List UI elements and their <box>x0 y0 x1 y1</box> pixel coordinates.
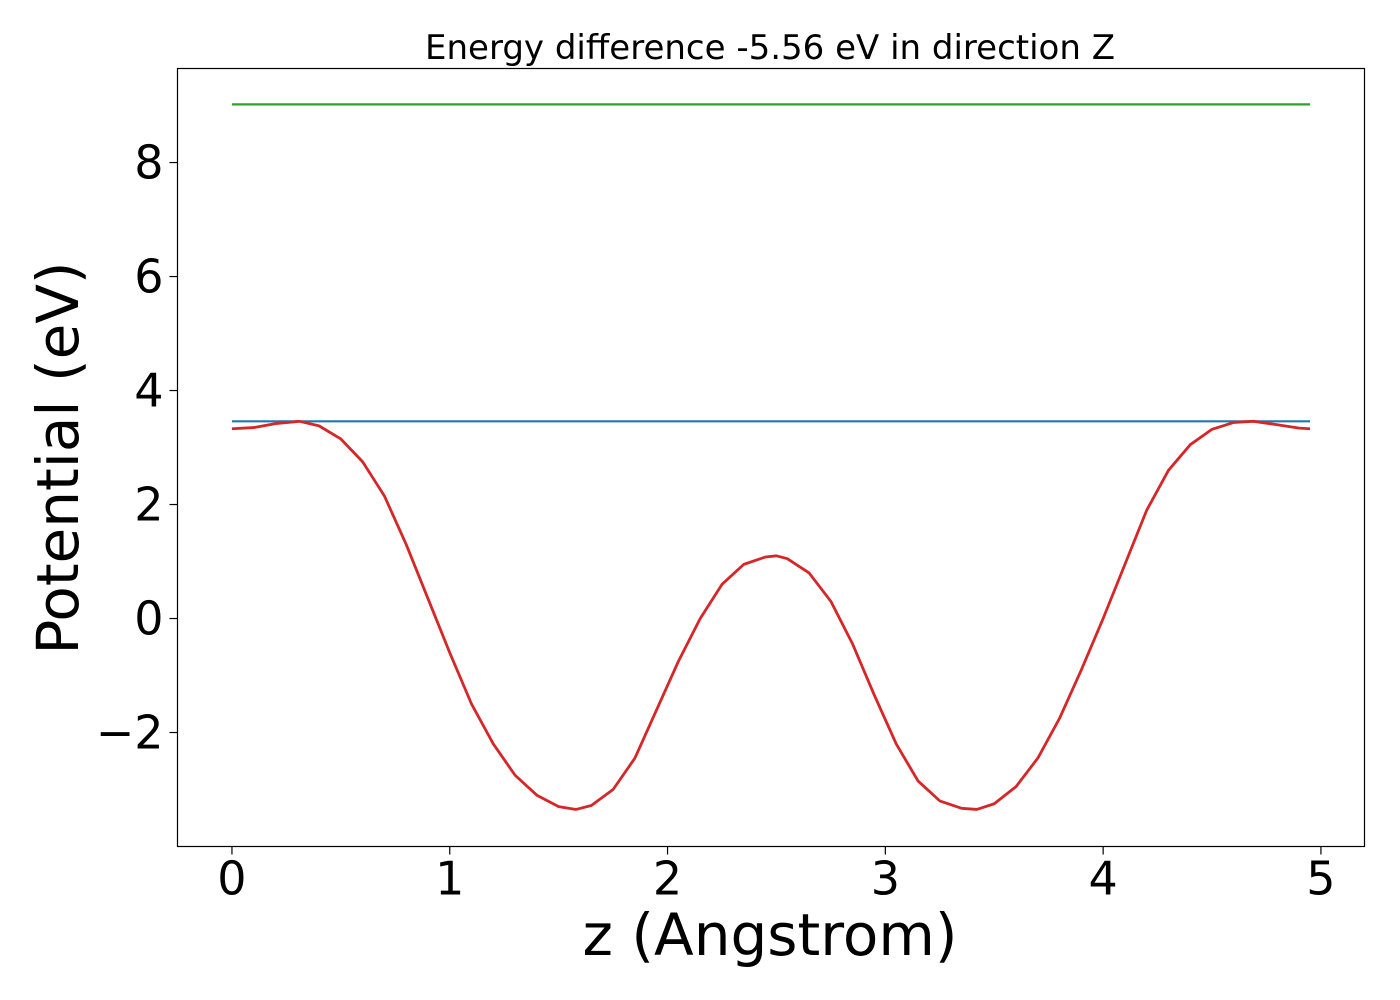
y-axis-label: Potential (eV) <box>24 261 92 654</box>
y-tick-label: 6 <box>134 250 163 304</box>
series-layer <box>231 103 1311 811</box>
x-axis: 0 1 2 3 4 5 <box>217 846 1336 906</box>
y-tick-label: −2 <box>96 706 164 760</box>
x-tick-label: 4 <box>1089 852 1118 906</box>
x-tick-label: 5 <box>1306 852 1335 906</box>
x-tick-label: 2 <box>653 852 682 906</box>
x-tick-label: 1 <box>435 852 464 906</box>
plot-area <box>176 67 1366 848</box>
x-tick-label: 0 <box>217 852 246 906</box>
chart-title: Energy difference -5.56 eV in direction … <box>425 28 1115 68</box>
series-line-2 <box>231 419 1311 811</box>
x-axis-label: z (Angstrom) <box>583 901 958 969</box>
y-tick-label: 0 <box>134 592 163 646</box>
y-tick-label: 8 <box>134 136 163 190</box>
y-tick-label: 2 <box>134 478 163 532</box>
y-axis: −2 0 2 4 6 8 <box>96 136 178 760</box>
x-tick-label: 3 <box>871 852 900 906</box>
y-tick-label: 4 <box>134 364 163 418</box>
plot-frame <box>176 67 1366 848</box>
